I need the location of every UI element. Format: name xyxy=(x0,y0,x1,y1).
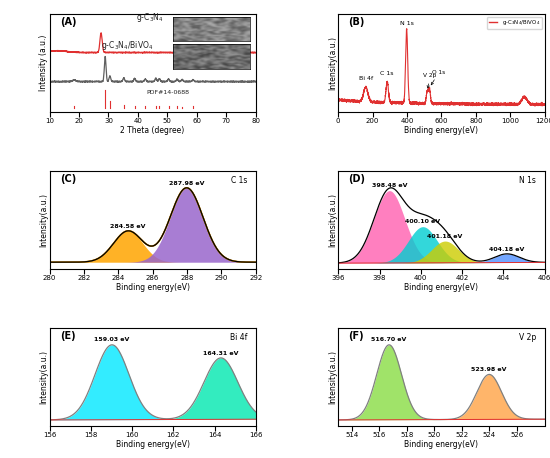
Y-axis label: Intensity(a.u.): Intensity(a.u.) xyxy=(328,350,337,404)
Text: 404.18 eV: 404.18 eV xyxy=(490,247,525,252)
Y-axis label: Intensity(a.u.): Intensity(a.u.) xyxy=(39,350,48,404)
X-axis label: Binding energy(eV): Binding energy(eV) xyxy=(404,283,478,292)
Text: O 1s: O 1s xyxy=(431,70,446,85)
Text: (A): (A) xyxy=(60,16,76,27)
Legend: g-C$_3$N$_4$/BiVO$_4$: g-C$_3$N$_4$/BiVO$_4$ xyxy=(487,16,542,29)
Text: 287.98 eV: 287.98 eV xyxy=(169,181,205,186)
Y-axis label: Intensity (a.u.): Intensity (a.u.) xyxy=(39,35,48,91)
Text: (C): (C) xyxy=(60,174,76,184)
X-axis label: Binding energy(eV): Binding energy(eV) xyxy=(116,440,190,448)
Text: PDF#14-0688: PDF#14-0688 xyxy=(146,90,189,95)
Text: (D): (D) xyxy=(349,174,366,184)
Text: (E): (E) xyxy=(60,331,75,341)
Text: 284.58 eV: 284.58 eV xyxy=(111,224,146,229)
Text: Bi 4f: Bi 4f xyxy=(230,333,248,342)
X-axis label: Binding energy(eV): Binding energy(eV) xyxy=(116,283,190,292)
Text: 523.98 eV: 523.98 eV xyxy=(471,367,507,372)
Text: N 1s: N 1s xyxy=(400,22,414,27)
X-axis label: Binding energy(eV): Binding energy(eV) xyxy=(404,125,478,135)
Text: 516.70 eV: 516.70 eV xyxy=(371,337,407,342)
Text: 401.18 eV: 401.18 eV xyxy=(427,234,463,239)
Text: (B): (B) xyxy=(349,16,365,27)
Text: 164.31 eV: 164.31 eV xyxy=(203,351,239,356)
X-axis label: 2 Theta (degree): 2 Theta (degree) xyxy=(120,125,185,135)
Text: V 2p: V 2p xyxy=(519,333,536,342)
Text: 400.10 eV: 400.10 eV xyxy=(405,219,441,224)
Text: V 2p: V 2p xyxy=(424,73,437,88)
Text: C 1s: C 1s xyxy=(231,176,248,185)
Text: g-C$_3$N$_4$: g-C$_3$N$_4$ xyxy=(136,11,164,24)
Text: N 1s: N 1s xyxy=(519,176,536,185)
Y-axis label: Intensity(a.u.): Intensity(a.u.) xyxy=(328,193,337,247)
Y-axis label: Intensity(a.u.): Intensity(a.u.) xyxy=(39,193,48,247)
X-axis label: Binding energy(eV): Binding energy(eV) xyxy=(404,440,478,448)
Text: 398.48 eV: 398.48 eV xyxy=(372,183,407,188)
Text: g-C$_3$N$_4$/BiVO$_4$: g-C$_3$N$_4$/BiVO$_4$ xyxy=(101,39,153,52)
Text: (F): (F) xyxy=(349,331,364,341)
Text: 159.03 eV: 159.03 eV xyxy=(94,337,130,342)
Text: Bi 4f: Bi 4f xyxy=(359,76,373,81)
Y-axis label: Intensity(a.u.): Intensity(a.u.) xyxy=(328,36,337,90)
Text: C 1s: C 1s xyxy=(381,71,394,76)
